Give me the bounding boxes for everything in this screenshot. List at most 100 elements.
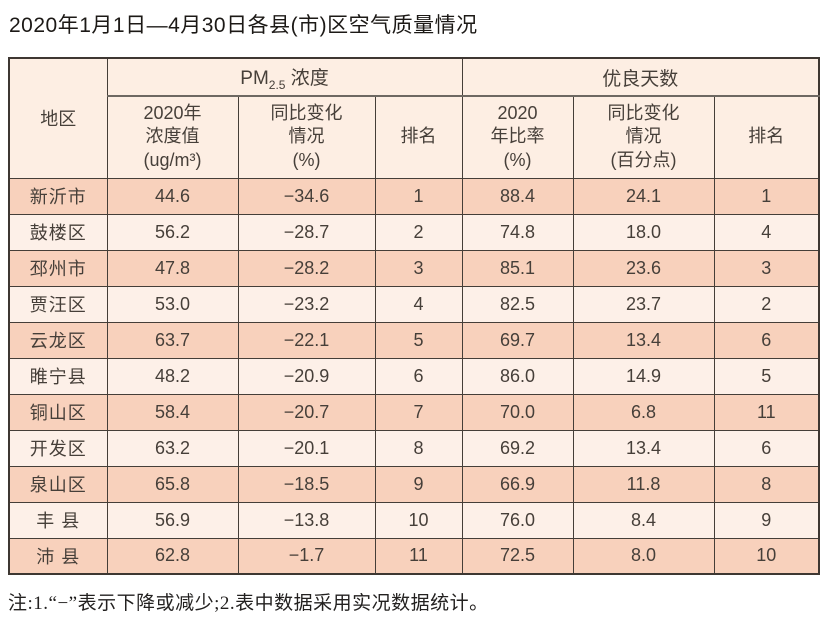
column-header-good-change: 同比变化 情况 (百分点) — [572, 95, 715, 179]
value-cell: 11.8 — [572, 465, 715, 503]
value-cell: −23.2 — [237, 285, 376, 323]
column-header-pm-value: 2020年 浓度值 (ug/m³) — [106, 95, 239, 179]
column-header-good-rank: 排名 — [713, 95, 820, 179]
value-cell: 8.0 — [572, 537, 715, 575]
value-cell: −34.6 — [237, 177, 376, 215]
value-cell: 13.4 — [572, 321, 715, 359]
value-cell: −28.2 — [237, 249, 376, 287]
value-cell: 44.6 — [106, 177, 239, 215]
region-cell: 新沂市 — [8, 177, 108, 215]
page-title: 2020年1月1日—4月30日各县(市)区空气质量情况 — [9, 14, 478, 37]
table-row: 鼓楼区 56.2 −28.7 2 74.8 18.0 4 — [8, 213, 820, 251]
value-cell: 47.8 — [106, 249, 239, 287]
value-cell: 7 — [374, 393, 463, 431]
region-cell: 鼓楼区 — [8, 213, 108, 251]
value-cell: −20.7 — [237, 393, 376, 431]
column-header-good-ratio: 2020 年比率 (%) — [461, 95, 574, 179]
value-cell: 14.9 — [572, 357, 715, 395]
column-header-pm-change: 同比变化 情况 (%) — [237, 95, 376, 179]
value-cell: 10 — [374, 501, 463, 539]
table-row: 云龙区 63.7 −22.1 5 69.7 13.4 6 — [8, 321, 820, 359]
value-cell: 23.7 — [572, 285, 715, 323]
value-cell: 2 — [374, 213, 463, 251]
value-cell: 6 — [374, 357, 463, 395]
table-row: 沛 县 62.8 −1.7 11 72.5 8.0 10 — [8, 537, 820, 575]
value-cell: 76.0 — [461, 501, 574, 539]
value-cell: 48.2 — [106, 357, 239, 395]
value-cell: 6 — [713, 429, 820, 467]
header-sub-row: 2020年 浓度值 (ug/m³) 同比变化 情况 (%) 排名 2020 年比… — [9, 95, 820, 179]
value-cell: 5 — [374, 321, 463, 359]
table-row: 睢宁县 48.2 −20.9 6 86.0 14.9 5 — [8, 357, 820, 395]
table-row: 新沂市 44.6 −34.6 1 88.4 24.1 1 — [8, 177, 820, 215]
value-cell: 4 — [713, 213, 820, 251]
value-cell: 63.2 — [106, 429, 239, 467]
value-cell: 10 — [713, 537, 820, 575]
value-cell: 88.4 — [461, 177, 574, 215]
region-cell: 丰 县 — [8, 501, 108, 539]
value-cell: −18.5 — [237, 465, 376, 503]
table-row: 丰 县 56.9 −13.8 10 76.0 8.4 9 — [8, 501, 820, 539]
pm25-subscript: 2.5 — [268, 77, 286, 92]
value-cell: 9 — [713, 501, 820, 539]
value-cell: −28.7 — [237, 213, 376, 251]
value-cell: 56.9 — [106, 501, 239, 539]
value-cell: 72.5 — [461, 537, 574, 575]
value-cell: 6 — [713, 321, 820, 359]
value-cell: 4 — [374, 285, 463, 323]
value-cell: 53.0 — [106, 285, 239, 323]
value-cell: 74.8 — [461, 213, 574, 251]
value-cell: 63.7 — [106, 321, 239, 359]
value-cell: 85.1 — [461, 249, 574, 287]
table-row: 泉山区 65.8 −18.5 9 66.9 11.8 8 — [8, 465, 820, 503]
value-cell: 2 — [713, 285, 820, 323]
value-cell: 58.4 — [106, 393, 239, 431]
value-cell: 9 — [374, 465, 463, 503]
region-cell: 贾汪区 — [8, 285, 108, 323]
value-cell: 11 — [374, 537, 463, 575]
value-cell: 23.6 — [572, 249, 715, 287]
value-cell: 8 — [713, 465, 820, 503]
region-cell: 邳州市 — [8, 249, 108, 287]
value-cell: 3 — [713, 249, 820, 287]
value-cell: 8 — [374, 429, 463, 467]
value-cell: 24.1 — [572, 177, 715, 215]
value-cell: −22.1 — [237, 321, 376, 359]
column-group-good-days: 优良天数 — [461, 57, 820, 97]
region-cell: 开发区 — [8, 429, 108, 467]
value-cell: 65.8 — [106, 465, 239, 503]
value-cell: 82.5 — [461, 285, 574, 323]
region-cell: 泉山区 — [8, 465, 108, 503]
table-row: 贾汪区 53.0 −23.2 4 82.5 23.7 2 — [8, 285, 820, 323]
value-cell: 66.9 — [461, 465, 574, 503]
value-cell: −20.1 — [237, 429, 376, 467]
value-cell: 3 — [374, 249, 463, 287]
column-group-pm25: PM2.5 浓度 — [106, 57, 463, 97]
table-header: 地区 PM2.5 浓度 优良天数 2020年 浓度值 (ug/m³) 同比变化 … — [8, 57, 820, 179]
value-cell: 1 — [713, 177, 820, 215]
air-quality-table: 地区 PM2.5 浓度 优良天数 2020年 浓度值 (ug/m³) 同比变化 … — [8, 57, 821, 575]
footnote: 注:1.“−”表示下降或减少;2.表中数据采用实况数据统计。 — [8, 593, 489, 614]
region-cell: 云龙区 — [8, 321, 108, 359]
table-row: 铜山区 58.4 −20.7 7 70.0 6.8 11 — [8, 393, 820, 431]
value-cell: 69.2 — [461, 429, 574, 467]
region-cell: 铜山区 — [8, 393, 108, 431]
value-cell: −1.7 — [237, 537, 376, 575]
value-cell: 1 — [374, 177, 463, 215]
column-header-region: 地区 — [8, 57, 108, 179]
good-days-group-label: 优良天数 — [602, 68, 679, 90]
value-cell: 18.0 — [572, 213, 715, 251]
value-cell: 86.0 — [461, 357, 574, 395]
value-cell: −13.8 — [237, 501, 376, 539]
pm25-group-label: PM2.5 浓度 — [240, 67, 329, 92]
value-cell: 62.8 — [106, 537, 239, 575]
region-cell: 睢宁县 — [8, 357, 108, 395]
region-cell: 沛 县 — [8, 537, 108, 575]
value-cell: 5 — [713, 357, 820, 395]
table-row: 邳州市 47.8 −28.2 3 85.1 23.6 3 — [8, 249, 820, 287]
column-header-pm-rank: 排名 — [374, 95, 463, 179]
value-cell: 8.4 — [572, 501, 715, 539]
value-cell: −20.9 — [237, 357, 376, 395]
value-cell: 11 — [713, 393, 820, 431]
